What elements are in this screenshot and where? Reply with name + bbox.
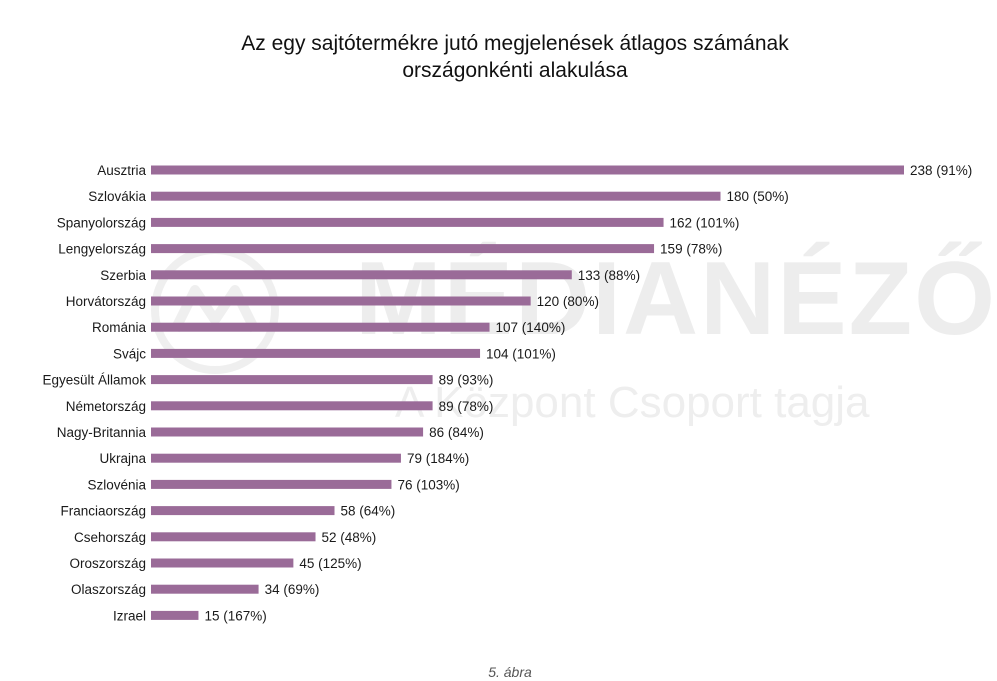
data-label: 107 (140%)	[496, 320, 566, 335]
data-label: 15 (167%)	[204, 608, 266, 623]
bar	[151, 610, 199, 620]
category-label: Szlovénia	[87, 477, 146, 492]
data-label: 120 (80%)	[537, 294, 599, 309]
bar	[151, 191, 721, 201]
bar	[151, 348, 481, 358]
bar	[151, 532, 316, 542]
bar	[151, 165, 904, 175]
bar	[151, 479, 392, 489]
category-label: Horvátország	[66, 294, 146, 309]
category-label: Ukrajna	[99, 451, 146, 466]
data-label: 34 (69%)	[265, 582, 320, 597]
data-label: 162 (101%)	[670, 215, 740, 230]
figure-caption: 5. ábra	[488, 664, 532, 680]
bar	[151, 453, 401, 463]
category-label: Svájc	[113, 346, 146, 361]
data-label: 133 (88%)	[578, 268, 640, 283]
data-label: 89 (93%)	[439, 373, 494, 388]
data-label: 180 (50%)	[726, 189, 788, 204]
chart-title: Az egy sajtótermékre jutó megjelenések á…	[0, 30, 997, 84]
data-label: 159 (78%)	[660, 242, 722, 257]
bar	[151, 270, 572, 280]
category-label: Spanyolország	[57, 215, 146, 230]
category-label: Szlovákia	[88, 189, 146, 204]
category-label: Románia	[92, 320, 147, 335]
category-label: Lengyelország	[58, 242, 146, 257]
chart-title-line-2: országonkénti alakulása	[402, 59, 628, 82]
data-label: 79 (184%)	[407, 451, 469, 466]
bar	[151, 401, 433, 411]
bar	[151, 427, 424, 437]
bar	[151, 506, 335, 516]
bar	[151, 322, 490, 332]
bar	[151, 296, 531, 306]
bar	[151, 375, 433, 385]
data-label: 104 (101%)	[486, 346, 556, 361]
category-label: Csehország	[74, 530, 146, 545]
category-label: Németország	[66, 399, 146, 414]
chart-title-line-1: Az egy sajtótermékre jutó megjelenések á…	[241, 32, 789, 55]
data-label: 76 (103%)	[397, 477, 459, 492]
category-label: Franciaország	[60, 504, 146, 519]
data-label: 238 (91%)	[910, 163, 972, 178]
data-label: 86 (84%)	[429, 425, 484, 440]
data-label: 45 (125%)	[299, 556, 361, 571]
category-label: Olaszország	[71, 582, 146, 597]
bar	[151, 584, 259, 594]
category-label: Szerbia	[100, 268, 146, 283]
category-label: Nagy-Britannia	[57, 425, 147, 440]
data-label: 58 (64%)	[341, 504, 396, 519]
category-label: Egyesült Államok	[42, 373, 146, 388]
bar	[151, 558, 294, 568]
bar	[151, 244, 655, 254]
category-label: Izrael	[113, 608, 146, 623]
data-label: 89 (78%)	[439, 399, 494, 414]
category-label: Ausztria	[97, 163, 146, 178]
bar	[151, 217, 664, 227]
data-label: 52 (48%)	[322, 530, 377, 545]
category-label: Oroszország	[69, 556, 146, 571]
